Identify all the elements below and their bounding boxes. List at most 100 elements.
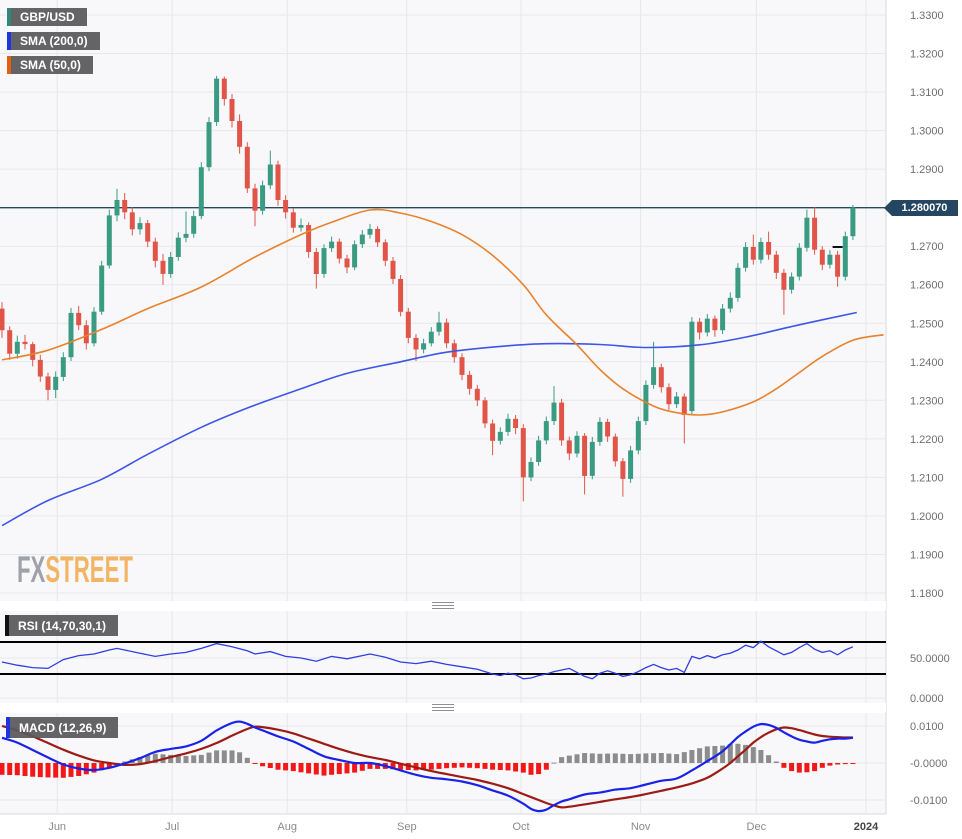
price-axis-label: 1.3200 bbox=[910, 49, 944, 61]
splitter-grip-icon bbox=[432, 601, 454, 610]
symbol-color-stripe bbox=[7, 8, 11, 26]
candle-body bbox=[589, 441, 595, 476]
candle-body bbox=[60, 357, 66, 377]
rsi-color-stripe bbox=[5, 615, 9, 636]
candle-body bbox=[352, 244, 358, 268]
macd-histogram-bar bbox=[53, 763, 59, 778]
candle-body bbox=[842, 236, 848, 277]
macd-histogram-bar bbox=[720, 745, 726, 763]
macd-histogram-bar bbox=[789, 763, 795, 772]
macd-histogram-bar bbox=[712, 746, 718, 763]
candle-body bbox=[620, 461, 626, 479]
macd-histogram-bar bbox=[766, 755, 772, 763]
macd-histogram-bar bbox=[37, 763, 43, 778]
macd-histogram-bar bbox=[336, 763, 342, 775]
macd-histogram-bar bbox=[589, 753, 595, 763]
candle-body bbox=[237, 121, 243, 147]
macd-histogram-bar bbox=[237, 752, 243, 763]
candle-body bbox=[275, 164, 281, 200]
candle-body bbox=[252, 188, 258, 211]
candle-body bbox=[206, 122, 212, 168]
main-panel-bg bbox=[0, 0, 886, 602]
candle-body bbox=[635, 421, 641, 451]
candle-body bbox=[76, 312, 82, 326]
macd-histogram-bar bbox=[191, 755, 197, 763]
macd-histogram-bar bbox=[704, 746, 710, 763]
candle-body bbox=[735, 267, 741, 298]
candle-body bbox=[827, 254, 833, 265]
candle-body bbox=[697, 321, 703, 333]
macd-histogram-bar bbox=[321, 763, 327, 776]
macd-histogram-bar bbox=[14, 763, 20, 776]
macd-histogram-bar bbox=[68, 763, 74, 777]
x-axis-label: Nov bbox=[631, 821, 651, 833]
candle-body bbox=[804, 217, 810, 248]
macd-histogram-bar bbox=[421, 763, 427, 770]
panel-splitter-rsi[interactable] bbox=[0, 601, 886, 610]
macd-histogram-bar bbox=[689, 750, 695, 763]
macd-histogram-bar bbox=[842, 763, 848, 765]
macd-histogram-bar bbox=[260, 763, 266, 767]
candle-body bbox=[513, 418, 519, 428]
macd-histogram-bar bbox=[252, 763, 258, 764]
macd-histogram-bar bbox=[566, 755, 572, 763]
legend-item-sma50[interactable]: SMA (50,0) bbox=[7, 56, 93, 74]
candle-body bbox=[382, 242, 388, 261]
macd-indicator-label[interactable]: MACD (12,26,9) bbox=[6, 717, 119, 738]
candle-body bbox=[106, 215, 112, 266]
candle-body bbox=[651, 367, 657, 385]
macd-histogram-bar bbox=[306, 763, 312, 774]
candle-body bbox=[359, 234, 365, 245]
candle-body bbox=[720, 308, 726, 331]
candle-body bbox=[574, 435, 580, 454]
macd-histogram-bar bbox=[398, 763, 404, 770]
macd-histogram-bar bbox=[7, 763, 13, 775]
price-axis-label: 1.2100 bbox=[910, 472, 944, 484]
macd-signal-line bbox=[1, 724, 853, 809]
candle-body bbox=[674, 396, 680, 405]
candle-body bbox=[490, 423, 496, 441]
macd-histogram-bar bbox=[367, 763, 373, 769]
macd-histogram-bar bbox=[22, 763, 28, 776]
candle-body bbox=[244, 146, 250, 189]
macd-color-stripe bbox=[6, 717, 10, 738]
candle-body bbox=[344, 258, 350, 268]
rsi-indicator-label[interactable]: RSI (14,70,30,1) bbox=[5, 615, 119, 636]
sma200-line bbox=[1, 311, 857, 527]
macd-histogram-bar bbox=[490, 763, 496, 770]
macd-histogram-bar bbox=[375, 763, 381, 769]
panel-splitter-macd[interactable] bbox=[0, 703, 886, 712]
candle-body bbox=[819, 249, 825, 265]
macd-histogram-bar bbox=[352, 763, 358, 773]
candle-body bbox=[405, 311, 411, 338]
macd-histogram-bar bbox=[298, 763, 304, 773]
macd-histogram-bar bbox=[697, 748, 703, 763]
legend-item-sma200[interactable]: SMA (200,0) bbox=[7, 32, 100, 50]
candle-body bbox=[704, 318, 710, 333]
sma50-line bbox=[1, 208, 884, 416]
macd-histogram-bar bbox=[559, 757, 565, 763]
candle-body bbox=[750, 247, 756, 260]
x-axis-label: Sep bbox=[397, 821, 417, 833]
macd-histogram-bar bbox=[727, 744, 733, 763]
macd-histogram-bar bbox=[658, 753, 664, 763]
x-axis-label: 2024 bbox=[854, 821, 879, 833]
price-axis-label: 1.2200 bbox=[910, 434, 944, 446]
macd-histogram-bar bbox=[819, 763, 825, 768]
macd-histogram-bar bbox=[137, 757, 143, 763]
legend-item-symbol[interactable]: GBP/USD bbox=[7, 8, 87, 26]
candle-body bbox=[68, 312, 74, 358]
x-axis-label: Jun bbox=[48, 821, 66, 833]
macd-histogram-bar bbox=[773, 761, 779, 763]
macd-histogram-bar bbox=[275, 763, 281, 770]
candle-body bbox=[306, 225, 312, 252]
candle-body bbox=[137, 223, 143, 230]
macd-histogram-bar bbox=[229, 750, 235, 763]
price-axis-label: 1.2600 bbox=[910, 280, 944, 292]
macd-histogram-bar bbox=[536, 763, 542, 775]
macd-histogram-bar bbox=[221, 750, 227, 763]
candle-body bbox=[290, 212, 296, 228]
candle-body bbox=[582, 435, 588, 476]
